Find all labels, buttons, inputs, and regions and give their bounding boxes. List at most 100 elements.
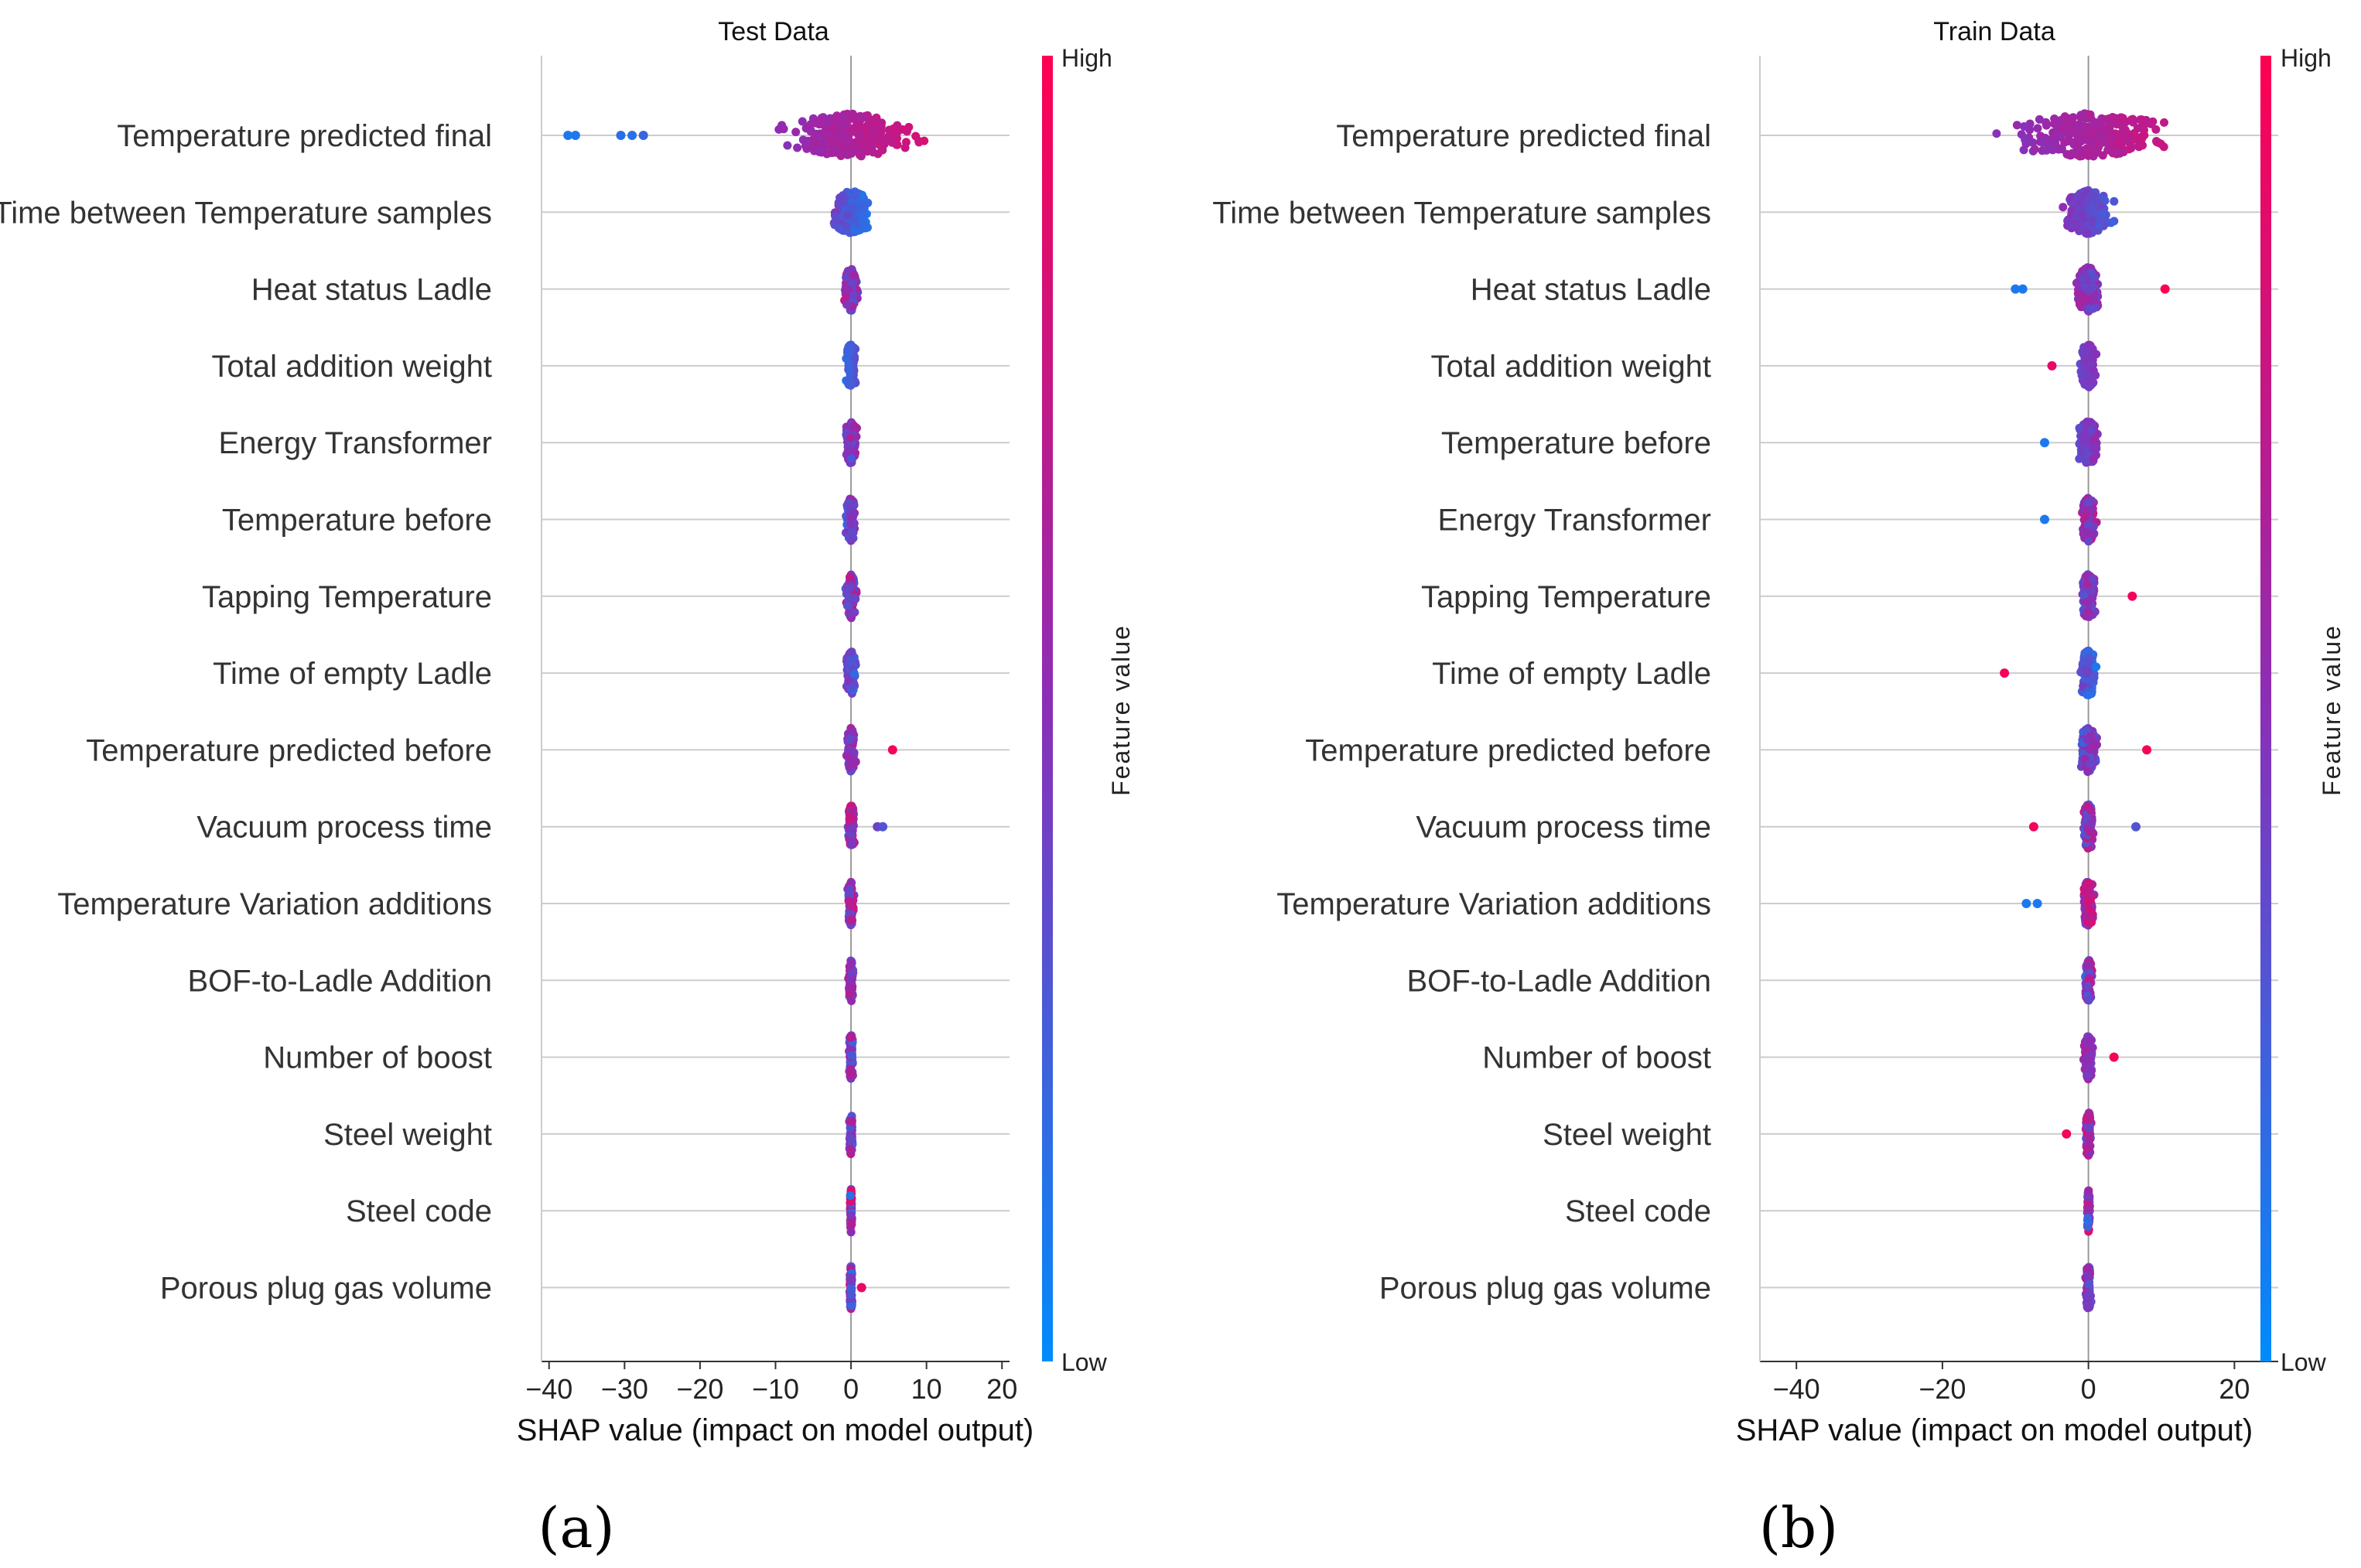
x-tick-label: −20 [1919,1373,1966,1405]
x-tick-label: 20 [986,1373,1017,1405]
shap-point [783,141,792,150]
colorbar-high-label: High [1061,44,1112,72]
x-ticks: −40 −30 −20 −10 0 10 20 [525,1361,1017,1405]
shap-point [2085,1136,2094,1145]
shap-point [859,210,868,220]
shap-point [2110,196,2119,206]
shap-point [839,132,849,141]
shap-point [2124,145,2134,154]
shap-point [847,1136,856,1145]
shap-point [846,735,855,744]
shap-point [2105,123,2114,132]
shap-point [846,840,856,849]
shap-point [846,1290,856,1300]
feature-label: Total addition weight [212,350,492,384]
shap-point [2089,434,2099,443]
shap-point [2083,1292,2092,1301]
shap-outlier-point [2040,438,2049,448]
shap-outlier-point [2032,899,2042,908]
shap-point [2097,218,2106,227]
shap-point [2084,1115,2093,1124]
feature-label: Time of empty Ladle [213,657,492,691]
beeswarm-row [2011,263,2170,316]
beeswarm-row [2040,417,2102,467]
feature-label: Time between Temperature samples [0,196,492,230]
shap-point [846,910,856,918]
feature-label: Vacuum process time [1416,811,1711,845]
shap-point [846,609,856,618]
feature-label: Steel weight [323,1118,492,1152]
shap-point [2087,586,2096,596]
x-tick-label: 0 [2081,1373,2096,1405]
shap-point [845,753,854,763]
shap-point [2082,961,2091,970]
shap-point [846,433,856,442]
shap-point [2069,200,2078,209]
shap-point [845,361,854,371]
shap-point [849,748,859,757]
shap-point [2083,520,2093,529]
shap-point [846,1144,855,1153]
shap-point [846,1276,856,1286]
shap-point [847,1050,856,1060]
beeswarm-row [829,187,873,237]
shap-point [803,138,812,148]
shap-point [806,127,815,136]
shap-outlier-point [627,131,637,140]
shap-point [2081,348,2090,357]
feature-label: Temperature before [222,504,492,538]
shap-outlier-point [2160,284,2170,294]
feature-label: Steel weight [1543,1118,1711,1152]
x-ticks: −40 −20 0 20 [1773,1361,2250,1405]
shap-point [900,143,910,152]
shap-point [828,136,837,145]
beeswarm-row [842,723,897,776]
shap-point [2087,190,2096,200]
beeswarm-row [846,1185,856,1237]
shap-point [870,118,878,128]
shap-point [2084,1037,2093,1046]
feature-label: Steel code [1565,1194,1711,1228]
shap-point [2159,142,2168,152]
x-tick-label: −40 [525,1373,572,1405]
beeswarm-row [563,109,929,161]
shap-outlier-point [2000,668,2010,678]
shap-point [2089,454,2098,463]
shap-point [2083,229,2092,237]
shap-point [847,984,856,993]
shap-point [846,647,856,657]
shap-point [779,125,788,134]
shap-point [2089,672,2098,682]
shap-point [2012,121,2021,130]
x-tick-label: −40 [1773,1373,1820,1405]
shap-point [2124,132,2133,142]
beeswarm-row [842,340,860,390]
x-tick-label: −10 [752,1373,799,1405]
shap-point [2086,505,2096,514]
shap-point [834,224,843,233]
shap-point [847,968,856,978]
shap-point [2086,304,2095,313]
shap-point [848,681,857,690]
shap-point [828,121,837,131]
train-data-panel: Train Data Temperature predicted finalTi… [1212,17,2346,1560]
shap-point [843,447,852,456]
shap-point [831,212,840,221]
shap-point [2083,1144,2092,1153]
shap-point [2090,118,2100,128]
shap-point [847,110,856,119]
beeswarm-row [1992,109,2168,161]
shap-point [856,111,865,121]
shap-point [2089,442,2098,452]
shap-point [2084,607,2093,617]
colorbar [2260,56,2271,1361]
beeswarm-row [843,877,859,930]
shap-point [2040,135,2049,144]
shap-point [2084,1050,2093,1060]
shap-point [2079,121,2088,131]
shap-point [2084,1123,2093,1132]
shap-point [2084,382,2093,391]
shap-point [2090,274,2100,282]
feature-label: Energy Transformer [1438,504,1711,538]
shap-point [846,1300,856,1310]
